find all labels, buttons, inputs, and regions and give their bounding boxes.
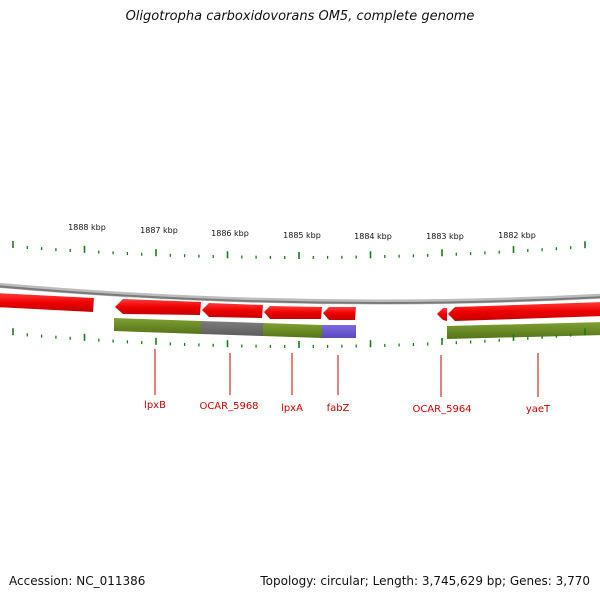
genome-title: Oligotropha carboxidovorans OM5, complet… — [125, 9, 475, 24]
cds-band-OCAR_5968[interactable] — [201, 321, 263, 336]
gene-arrow-lpxB[interactable] — [115, 299, 201, 315]
accession-text: Accession: NC_011386 — [9, 574, 146, 588]
cds-band-lpxA[interactable] — [263, 323, 322, 338]
genome-summary-text: Topology: circular; Length: 3,745,629 bp… — [260, 574, 590, 588]
gene-callout-lines — [154, 349, 539, 397]
gene-label-lpxB[interactable]: lpxB — [144, 400, 166, 411]
ruler-label-1882: 1882 kbp — [498, 231, 536, 240]
gene-labels: lpxB OCAR_5968 lpxA fabZ OCAR_5964 yaeT — [144, 400, 551, 415]
cds-band-yaeT[interactable] — [447, 322, 600, 339]
gene-arrow-OCAR_5968[interactable] — [202, 303, 263, 318]
gene-arrows — [0, 293, 600, 321]
gene-arrow-yaeT[interactable] — [448, 302, 600, 321]
gene-arrow-lpxA[interactable] — [264, 306, 322, 319]
cds-band-fabZ[interactable] — [322, 325, 356, 338]
ruler-label-1888: 1888 kbp — [68, 223, 106, 232]
cds-band-lpxB[interactable] — [114, 318, 201, 334]
ruler-label-1883: 1883 kbp — [426, 232, 464, 241]
kbp-ruler-labels: 1888 kbp 1887 kbp 1886 kbp 1885 kbp 1884… — [68, 223, 536, 241]
genome-backbone-arc — [0, 282, 600, 305]
ruler-label-1886: 1886 kbp — [211, 229, 249, 238]
genome-backbone-arc-shade — [0, 285, 600, 304]
ruler-label-1884: 1884 kbp — [354, 232, 392, 241]
cds-features — [114, 318, 600, 339]
gene-label-OCAR_5968[interactable]: OCAR_5968 — [199, 401, 258, 412]
gene-arrow-fabZ[interactable] — [323, 307, 356, 320]
gene-arrow-left-partial[interactable] — [0, 293, 94, 312]
gene-label-OCAR_5964[interactable]: OCAR_5964 — [412, 404, 471, 415]
gene-arrow-OCAR_5964[interactable] — [437, 308, 447, 321]
ruler-label-1885: 1885 kbp — [283, 231, 321, 240]
gene-label-yaeT[interactable]: yaeT — [526, 404, 551, 415]
gene-label-fabZ[interactable]: fabZ — [327, 403, 350, 414]
gene-label-lpxA[interactable]: lpxA — [281, 403, 303, 414]
ruler-label-1887: 1887 kbp — [140, 226, 178, 235]
inner-tick-marks — [12, 328, 586, 348]
outer-tick-marks — [12, 241, 586, 259]
